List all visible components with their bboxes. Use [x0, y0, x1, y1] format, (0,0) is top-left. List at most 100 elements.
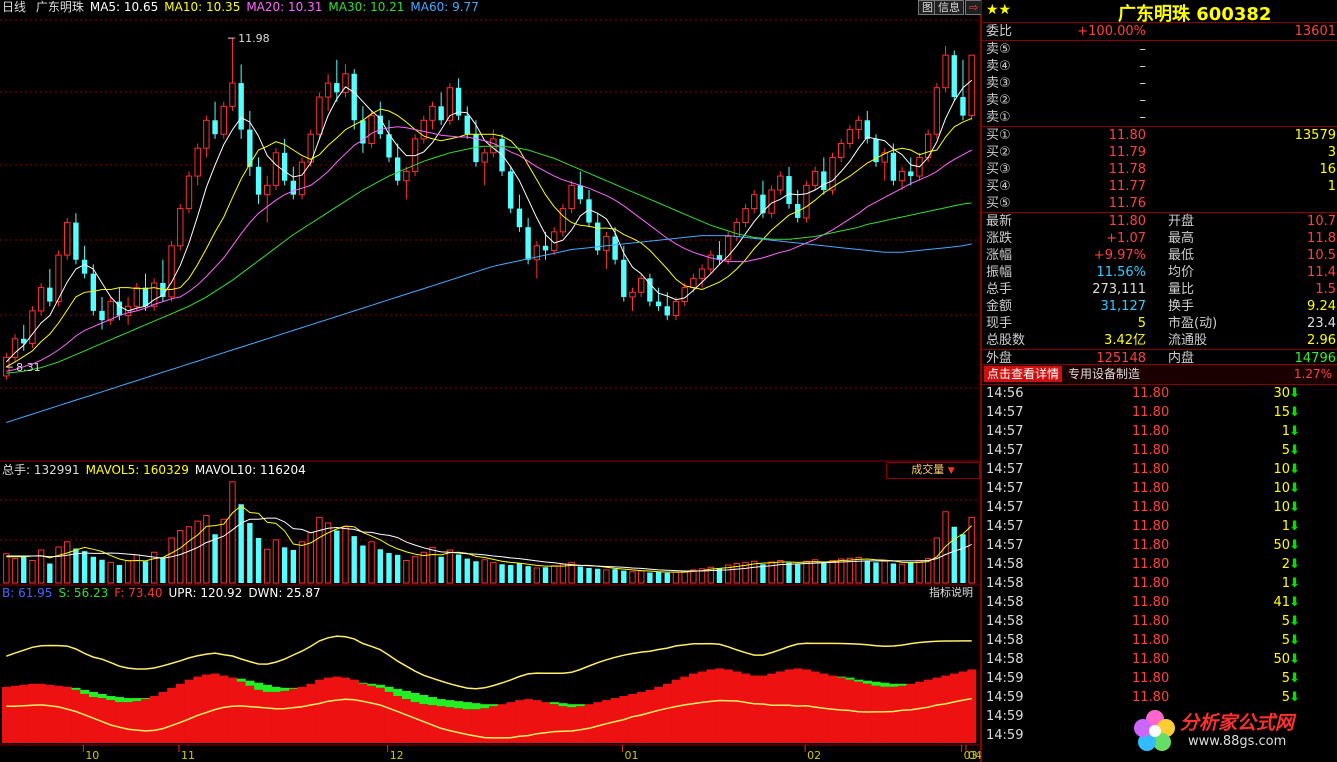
indicator-bar-f	[584, 704, 594, 743]
tick-price: 11.80	[1132, 576, 1170, 591]
volume-legend-item-1: MAVOL5: 160329	[85, 463, 189, 477]
indicator-bar-s	[115, 697, 125, 703]
kline-chart-area[interactable]: 10 11 12 01 02 03 04 日线 广东明珠 MA5: 10.65 MA10: 10…	[0, 0, 983, 762]
down-arrow-icon: ⬇	[1289, 633, 1300, 648]
indicator-help-button[interactable]: 指标说明	[926, 586, 976, 599]
tick-price: 11.80	[1132, 671, 1170, 686]
candle-body-down	[377, 115, 383, 135]
candle-body-down	[455, 87, 462, 116]
grid-lines	[0, 0, 981, 762]
indicator-bar-f	[941, 675, 951, 743]
exit-icon[interactable]: ⇨	[965, 0, 983, 15]
tick-row: 14:58 11.80 41 ⬇	[982, 593, 1337, 612]
indicator-bar-f	[62, 686, 72, 743]
indicator-bar-f	[323, 677, 333, 743]
indicator-selector[interactable]: 成交量 ▼	[886, 462, 980, 479]
tick-time: 14:58	[986, 595, 1024, 610]
volume-bar-up	[733, 563, 741, 584]
volume-bar-down	[90, 556, 97, 583]
x-tick-label: 04	[968, 749, 981, 762]
sell-row-4: 卖① –	[982, 109, 1337, 126]
indicator-bar-s	[106, 696, 116, 701]
detail-button[interactable]: 点击查看详情	[984, 366, 1063, 382]
buy-row-4-value: 11.76	[1108, 196, 1146, 211]
candle-body-up	[846, 129, 854, 145]
candle-body-up	[707, 254, 714, 270]
sell-row-0: 卖⑤ –	[982, 41, 1337, 58]
indicator-bar-f	[80, 693, 90, 743]
candle-body-down	[238, 83, 244, 130]
indicator-bar-f	[419, 704, 429, 743]
candle-body-up	[724, 236, 732, 261]
indicator-bar-s	[454, 701, 464, 709]
mavol5-line	[6, 505, 973, 573]
volume-bar-down	[116, 565, 123, 583]
indicator-bar-s	[358, 682, 368, 684]
indicator-bar-f	[932, 677, 942, 743]
volume-bar-up	[368, 541, 375, 584]
volume-bar-up	[838, 558, 845, 584]
down-arrow-icon: ⬇	[1289, 557, 1300, 572]
candle-body-up	[133, 287, 140, 307]
tick-price: 11.80	[1132, 386, 1170, 401]
tick-row: 14:57 11.80 10 ⬇	[982, 460, 1337, 479]
volume-bar-down	[890, 563, 897, 583]
sell-row-1-value: –	[1139, 59, 1147, 74]
volume-bar-up	[968, 516, 975, 584]
tick-volume: 2	[1281, 557, 1290, 572]
volume-bar-up	[298, 541, 306, 584]
indicator-bar-f	[489, 706, 498, 743]
buy-row-3-value: 11.77	[1108, 179, 1146, 194]
ma-legend: 广东明珠 MA5: 10.65 MA10: 10.35 MA20: 10.31 MA30…	[36, 0, 485, 14]
indicator-bar-f	[88, 697, 98, 743]
volume-bar-up	[342, 526, 349, 584]
candle-body-up	[637, 277, 645, 293]
candle-body-up	[324, 82, 332, 98]
volume-bar-down	[47, 563, 53, 583]
moving-average-lines	[5, 79, 973, 423]
info-button[interactable]: 信息	[934, 0, 964, 15]
candle-body-up	[316, 96, 323, 135]
stat-row-7-label: 总股数	[986, 333, 1026, 348]
indicator-bar-f	[758, 675, 768, 743]
tick-volume: 5	[1281, 671, 1290, 686]
indicator-bar-s	[141, 698, 151, 700]
volume-bar-down	[212, 534, 218, 583]
ma-line-ma60	[6, 235, 972, 423]
volume-bar-down	[664, 572, 670, 583]
indicator-bar-f	[715, 668, 725, 743]
candle-body-down	[864, 120, 870, 139]
down-arrow-icon: ⬇	[1289, 538, 1300, 553]
tick-volume: 5	[1281, 443, 1290, 458]
volume-bar-down	[438, 556, 444, 583]
indicator-bar-s	[880, 682, 890, 687]
candle-body-down	[142, 287, 149, 307]
indicator-bar-f	[897, 685, 907, 743]
volume-bar-down	[647, 572, 653, 583]
tick-time: 14:57	[986, 443, 1024, 458]
volume-bar-up	[264, 548, 271, 584]
weibi-row-value: +100.00%	[1077, 24, 1146, 39]
stat-row-7: 总股数 3.42亿 流通股 2.96	[982, 332, 1337, 349]
stat-row-4-label: 总手	[986, 282, 1013, 297]
tick-time: 14:58	[986, 652, 1024, 667]
tick-volume: 15	[1273, 405, 1290, 420]
buy-row-1-value: 11.79	[1108, 145, 1146, 160]
indicator-bar-s	[871, 681, 881, 686]
tick-time: 14:59	[986, 728, 1024, 743]
volume-bar-down	[542, 567, 549, 583]
candle-body-up	[690, 277, 697, 289]
indicator-bar-f	[741, 673, 751, 743]
buy-row-0: 买① 11.80 13579	[982, 127, 1337, 144]
indicator-bar-f	[454, 708, 464, 743]
indicator-bar-f	[280, 690, 290, 743]
volume-bar-up	[11, 558, 19, 584]
tick-list[interactable]: 14:56 11.80 30 ⬇ 14:57 11.80 15 ⬇ 14:57 11.80 1 ⬇ 14…	[982, 384, 1337, 762]
volume-bar-up	[707, 566, 714, 584]
candle-body-up	[194, 147, 201, 177]
candle-body-up	[11, 338, 19, 358]
mavol10-line	[6, 517, 972, 572]
indicator-bar-f	[115, 702, 125, 743]
down-arrow-icon: ⬇	[1289, 386, 1300, 401]
